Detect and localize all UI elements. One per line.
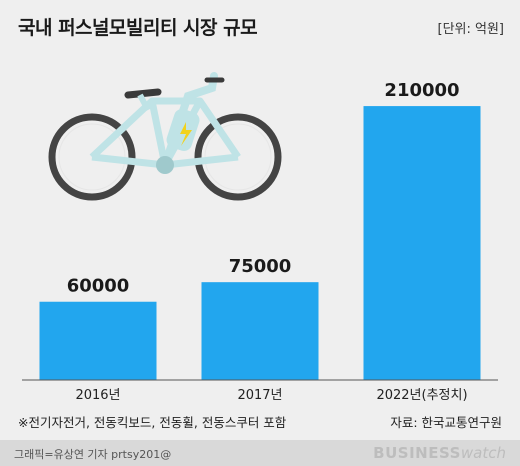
graphic-credit: 그래픽=유상연 기자 prtsy201@ xyxy=(14,448,172,461)
brand-logo: BUSINESSwatch xyxy=(373,444,506,462)
x-tick-label-1: 2017년 xyxy=(237,388,282,403)
bar-chart: 60000 2016년 75000 2017년 210000 2022년(추정치) xyxy=(22,72,498,403)
brand-light: watch xyxy=(460,444,506,462)
bar-1 xyxy=(201,282,319,380)
source-text: 자료: 한국교통연구원 xyxy=(390,415,502,430)
x-tick-label-2: 2022년(추정치) xyxy=(376,388,467,403)
data-label-1: 75000 xyxy=(229,256,292,277)
bar-0 xyxy=(39,301,157,380)
chart-title: 국내 퍼스널모빌리티 시장 규모 xyxy=(18,17,258,39)
brand-bold: BUSINESS xyxy=(373,444,461,462)
unit-label: [단위: 억원] xyxy=(437,22,505,37)
x-tick-label-0: 2016년 xyxy=(75,388,120,403)
data-label-2: 210000 xyxy=(384,80,459,101)
electric-bicycle-icon xyxy=(48,72,282,201)
footnote: ※전기자전거, 전동킥보드, 전동휠, 전동스쿠터 포함 xyxy=(18,415,287,430)
footer-bar: 그래픽=유상연 기자 prtsy201@ BUSINESSwatch xyxy=(0,440,520,466)
bars-layer: 60000 2016년 75000 2017년 210000 2022년(추정치) xyxy=(39,80,481,403)
data-label-0: 60000 xyxy=(67,276,130,297)
bar-2 xyxy=(363,106,481,380)
